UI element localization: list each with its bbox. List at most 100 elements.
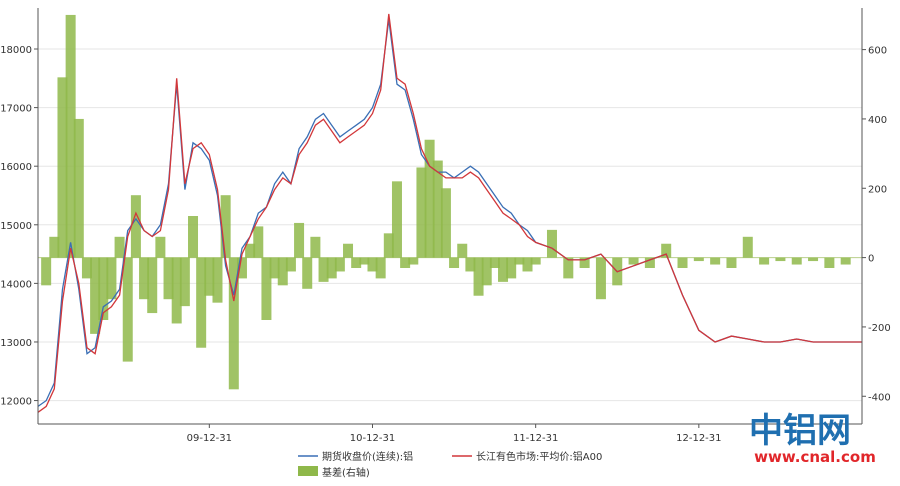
basis-bar [742, 236, 753, 258]
x-tick-label: 11-12-31 [513, 433, 558, 444]
basis-bar [759, 257, 770, 265]
basis-bar [196, 257, 207, 348]
basis-bar [408, 257, 419, 265]
basis-bar [285, 257, 296, 272]
basis-bar [302, 257, 313, 289]
basis-bar [644, 257, 655, 268]
basis-bar [457, 243, 468, 258]
basis-bar [171, 257, 182, 324]
basis-bar [139, 257, 150, 300]
basis-bar [595, 257, 606, 300]
basis-bar [49, 236, 60, 258]
basis-bar [563, 257, 574, 279]
basis-bar [661, 243, 672, 258]
basis-bar [473, 257, 484, 296]
left-tick-label: 14000 [0, 279, 32, 290]
basis-bar [81, 257, 92, 279]
basis-bar [163, 257, 174, 300]
basis-bar [155, 236, 166, 258]
basis-bar [204, 257, 215, 296]
basis-bar [416, 167, 427, 258]
basis-bar [122, 257, 133, 362]
left-tick-label: 15000 [0, 221, 32, 232]
legend-basis-swatch [298, 466, 318, 476]
basis-bar [481, 257, 492, 286]
basis-bar [318, 257, 329, 282]
basis-bar [791, 257, 802, 265]
basis-bar [677, 257, 688, 268]
basis-bar [310, 236, 321, 258]
basis-bar [506, 257, 517, 279]
basis-bar [432, 160, 443, 258]
right-tick-label: -200 [868, 323, 891, 334]
basis-bar [73, 118, 84, 258]
basis-bar [351, 257, 362, 268]
basis-bar [220, 195, 231, 258]
watermark-brand: 中铝网 [749, 411, 851, 451]
basis-bar [375, 257, 386, 279]
basis-bar [710, 257, 721, 265]
basis-bar [546, 229, 557, 258]
basis-bar [383, 233, 394, 258]
basis-bar [114, 236, 125, 258]
basis-bar [693, 257, 704, 262]
axes: 12000 13000 14000 15000 16000 17000 18000 -400 -… [0, 8, 891, 444]
left-tick-label: 17000 [0, 104, 32, 115]
basis-bar [514, 257, 525, 265]
right-tick-label: 400 [868, 115, 887, 126]
basis-bar [530, 257, 541, 265]
basis-bar [179, 257, 190, 307]
legend-spot-label: 长江有色市场:平均价:铝A00 [476, 450, 602, 463]
basis-bar [90, 257, 101, 334]
basis-bar [343, 243, 354, 258]
basis-bar [726, 257, 737, 268]
basis-bar [236, 257, 247, 279]
price-lines [37, 13, 862, 413]
right-tick-label: 600 [868, 46, 887, 57]
basis-bar [775, 257, 786, 262]
right-tick-label: 200 [868, 184, 887, 195]
left-tick-label: 13000 [0, 338, 32, 349]
basis-bar [489, 257, 500, 268]
basis-bar [400, 257, 411, 268]
basis-bar [228, 257, 239, 390]
right-tick-label: -400 [868, 392, 891, 403]
left-tick-label: 12000 [0, 397, 32, 408]
legend: 期货收盘价(连续):铝 长江有色市场:平均价:铝A00 基差(右轴) [298, 450, 602, 479]
basis-bar [147, 257, 158, 314]
basis-bar [840, 257, 851, 265]
basis-bar [212, 257, 223, 303]
basis-bar [130, 195, 141, 258]
basis-bar [98, 257, 109, 320]
basis-bar [41, 257, 52, 286]
basis-bar [106, 257, 117, 300]
basis-bar [277, 257, 288, 286]
basis-bar [498, 257, 509, 282]
basis-bar [367, 257, 378, 272]
left-tick-label: 18000 [0, 45, 32, 56]
basis-bar [65, 14, 76, 258]
x-tick-label: 09-12-31 [187, 433, 232, 444]
basis-bar [245, 243, 256, 258]
left-tick-label: 16000 [0, 162, 32, 173]
basis-bar [424, 139, 435, 258]
basis-bar [334, 257, 345, 272]
legend-basis-label: 基差(右轴) [322, 466, 370, 479]
watermark: 中铝网 www.cnal.com [749, 411, 876, 466]
right-tick-label: 0 [868, 254, 874, 265]
basis-bar [391, 181, 402, 258]
basis-bar [261, 257, 272, 320]
basis-bar [808, 257, 819, 262]
basis-bar [253, 226, 264, 258]
basis-bar [440, 188, 451, 258]
spot-avg-line [37, 13, 862, 413]
basis-bar [326, 257, 337, 279]
x-tick-label: 10-12-31 [350, 433, 395, 444]
basis-bar [449, 257, 460, 268]
basis-bar [188, 216, 199, 258]
basis-bar [57, 77, 68, 258]
x-tick-label: 12-12-31 [676, 433, 721, 444]
basis-bar [824, 257, 835, 268]
